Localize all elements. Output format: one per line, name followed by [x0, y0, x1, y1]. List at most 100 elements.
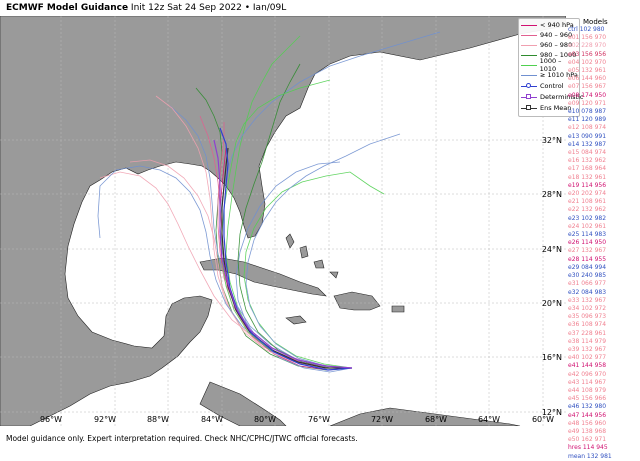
track: [169, 105, 353, 369]
model-entry: e03 156 956: [568, 50, 607, 58]
legend-item: ≥ 1010 hPa: [521, 71, 578, 79]
hispaniola-land: [333, 291, 381, 311]
model-entry: e38 114 979: [568, 337, 607, 345]
model-entry: e10 078 987: [568, 108, 607, 116]
model-entry: e01 156 970: [568, 34, 607, 42]
model-entry: e48 156 960: [568, 419, 607, 427]
ensemble-mean-track: [221, 147, 352, 369]
model-entry: e05 132 961: [568, 67, 607, 75]
disclaimer: Model guidance only. Expert interpretati…: [6, 434, 358, 443]
model-entry: e23 102 982: [568, 214, 607, 222]
lon-label: 72°W: [371, 415, 393, 424]
lon-label: 64°W: [478, 415, 500, 424]
bahamas-land: [285, 233, 339, 279]
model-entry: e32 084 983: [568, 288, 607, 296]
model-entry: e40 102 977: [568, 354, 607, 362]
model-entry: e13 090 991: [568, 132, 607, 140]
deterministic-marker-icon: [526, 93, 531, 99]
track: [97, 165, 353, 369]
models-title: Models: [583, 18, 608, 26]
model-entry: mean 132 981: [568, 452, 612, 460]
model-entry: e44 108 979: [568, 386, 607, 394]
model-entry: e41 144 958: [568, 362, 607, 370]
model-entry: e20 202 974: [568, 190, 607, 198]
model-entry: e12 108 974: [568, 124, 607, 132]
model-entry: e24 102 961: [568, 222, 607, 230]
model-entry: e50 162 971: [568, 436, 607, 444]
model-entry: e25 114 983: [568, 231, 607, 239]
track: [129, 159, 352, 369]
chart-title: ECMWF Model Guidance Init 12z Sat 24 Sep…: [6, 3, 287, 13]
model-entry: e43 114 967: [568, 378, 607, 386]
legend-item: Ens Mean: [521, 104, 571, 112]
lat-axis-labels: 32°N 28°N 24°N 20°N 16°N 12°N: [542, 136, 562, 417]
legend-item: 1000 – 1010: [521, 57, 579, 73]
ens-mean-marker-icon: [526, 104, 531, 110]
model-entry: e28 114 955: [568, 255, 607, 263]
lon-label: 84°W: [201, 415, 223, 424]
model-entry: e11 120 989: [568, 116, 607, 124]
lon-label: 92°W: [94, 415, 116, 424]
model-entry: e29 084 994: [568, 263, 607, 271]
lat-label: 24°N: [542, 245, 562, 254]
map-canvas: 96°W 92°W 88°W 84°W 80°W 76°W 72°W 68°W …: [0, 16, 566, 426]
model-entry: e36 108 974: [568, 321, 607, 329]
lon-label: 60°W: [532, 415, 554, 424]
model-entry: e33 132 967: [568, 296, 607, 304]
track: [243, 171, 385, 369]
lat-label: 20°N: [542, 299, 562, 308]
model-entry: e27 132 967: [568, 247, 607, 255]
legend-item: 980 – 1000: [521, 51, 576, 59]
pressure-legend: < 940 hPa 940 – 960 960 – 980 980 – 1000…: [518, 18, 584, 117]
model-entry: ctrl 102 980: [568, 26, 605, 33]
lat-label: 16°N: [542, 353, 562, 362]
model-entry: e39 132 967: [568, 345, 607, 353]
legend-item: Deterministic: [521, 93, 584, 101]
model-entry: e17 168 964: [568, 165, 607, 173]
lon-label: 88°W: [147, 415, 169, 424]
model-entry: e09 120 971: [568, 99, 607, 107]
model-entry: e46 132 980: [568, 403, 607, 411]
legend-item: 960 – 980: [521, 41, 572, 49]
legend-item: Control: [521, 82, 564, 90]
model-entry: e49 138 968: [568, 427, 607, 435]
model-entry: e16 132 962: [568, 157, 607, 165]
model-entry: e26 114 950: [568, 239, 607, 247]
model-entry: e04 102 970: [568, 58, 607, 66]
lon-axis-labels: 96°W 92°W 88°W 84°W 80°W 76°W 72°W 68°W …: [40, 415, 554, 424]
model-entry: e15 084 974: [568, 149, 607, 157]
control-track: [219, 127, 353, 371]
lon-label: 68°W: [425, 415, 447, 424]
model-entry: e42 096 970: [568, 370, 607, 378]
model-entry: e08 174 950: [568, 91, 607, 99]
deterministic-track: [213, 139, 353, 369]
model-entry: e14 132 987: [568, 140, 607, 148]
model-entry: e07 156 967: [568, 83, 607, 91]
model-entry: e18 132 961: [568, 173, 607, 181]
legend-item: < 940 hPa: [521, 21, 574, 29]
model-entry: e22 132 962: [568, 206, 607, 214]
lat-label: 12°N: [542, 408, 562, 417]
control-marker-icon: [526, 82, 531, 88]
model-entry: e45 156 966: [568, 395, 607, 403]
lat-label: 28°N: [542, 190, 562, 199]
jamaica-land: [285, 315, 307, 325]
model-entry: e37 228 961: [568, 329, 607, 337]
model-entry: e19 114 956: [568, 181, 607, 189]
track: [245, 133, 401, 369]
model-entry: e06 144 960: [568, 75, 607, 83]
legend-item: 940 – 960: [521, 31, 572, 39]
model-entry: e34 102 972: [568, 304, 607, 312]
puerto-rico-land: [391, 305, 405, 313]
lon-label: 96°W: [40, 415, 62, 424]
models-list: ctrl 102 980 e01 156 970 e02 228 970 e03 15…: [568, 26, 640, 461]
model-entry: e21 108 961: [568, 198, 607, 206]
model-entry: e35 096 973: [568, 313, 607, 321]
central-america-land: [199, 381, 287, 426]
model-entry: e30 240 985: [568, 272, 607, 280]
model-entry: e31 066 977: [568, 280, 607, 288]
model-entry: e02 228 970: [568, 42, 607, 50]
model-entry: e47 144 956: [568, 411, 607, 419]
track: [235, 161, 353, 373]
lat-label: 32°N: [542, 136, 562, 145]
